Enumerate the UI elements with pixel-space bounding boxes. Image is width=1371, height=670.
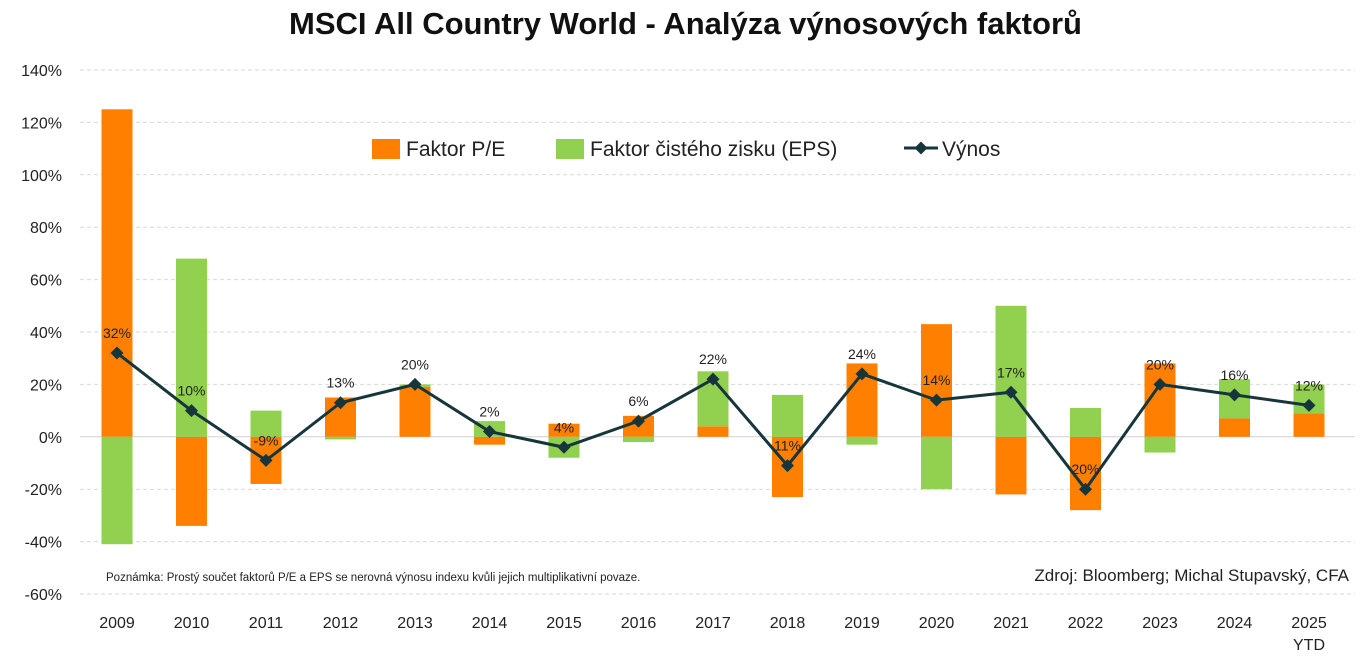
source-note: Zdroj: Bloomberg; Michal Stupavský, CFA [1034,566,1349,585]
return-marker [408,377,422,391]
return-marker [632,414,645,428]
x-axis-ticks: 2009 2010 2011 2012 2013 2014 2015 2016 2017 2018… [99,615,1327,654]
bar-pe-factor [548,423,580,437]
return-data-label: 6% [628,393,648,409]
return-marker [1079,482,1092,496]
x-tick-label: 2020 [919,615,955,632]
return-data-label: 10% [177,383,205,399]
x-tick-label: 2021 [993,615,1029,632]
bar-pe-factor [995,436,1027,495]
return-marker [259,453,273,467]
y-tick-label: 120% [21,115,62,132]
return-marker [930,393,943,407]
return-marker [110,346,124,360]
footnote: Poznámka: Prostý součet faktorů P/E a EP… [106,572,640,584]
y-tick-label: 40% [30,325,62,342]
bar-eps-factor [101,436,133,545]
y-axis-ticks: 140% 120% 100% 80% 60% 40% 20% 0% -20% -40% -60% [21,63,62,604]
x-tick-label: 2015 [546,615,582,632]
y-tick-label: -60% [25,587,62,604]
return-data-label: 20% [1146,356,1174,372]
chart-title: MSCI All Country World - Analýza výnosov… [289,6,1082,41]
return-data-label: 12% [1295,377,1323,393]
y-tick-label: -40% [25,535,62,552]
bars [101,109,1325,545]
return-data-label: 17% [997,364,1025,380]
return-data-label: 32% [103,325,131,341]
legend-label: Faktor P/E [406,138,505,161]
x-tick-label: 2025 [1291,615,1327,632]
return-marker [706,372,720,386]
return-data-label: 11% [774,438,801,454]
legend: Faktor P/E Faktor čistého zisku (EPS) Výno… [372,138,1000,161]
x-tick-label: 2014 [472,615,508,632]
y-tick-label: 60% [30,273,62,290]
return-marker [1153,377,1167,391]
bar-pe-factor [101,109,133,437]
x-tick-label: 2019 [844,615,880,632]
return-marker [557,440,571,454]
bar-eps-factor [250,410,282,437]
x-tick-label: 2022 [1068,615,1104,632]
bar-pe-factor [1219,418,1250,437]
bar-pe-factor [921,324,952,437]
return-line [110,346,1316,496]
x-tick-label: 2013 [397,615,433,632]
bar-eps-factor [623,436,654,443]
bar-eps-factor [1070,407,1101,437]
return-marker [1004,385,1018,399]
x-tick-label: YTD [1293,637,1325,654]
bar-pe-factor [1293,413,1325,437]
return-data-label: 22% [699,351,727,367]
legend-marker [914,141,928,155]
bar-eps-factor [921,436,952,490]
legend-label: Výnos [942,138,1000,161]
bar-eps-factor [846,436,878,445]
return-data-label: 20% [1071,461,1099,477]
x-tick-label: 2010 [174,615,210,632]
x-tick-label: 2016 [621,615,657,632]
return-data-label: 14% [922,372,950,388]
x-tick-label: 2017 [695,615,731,632]
return-data-label: 13% [326,375,354,391]
y-tick-label: 80% [30,220,62,237]
legend-label: Faktor čistého zisku (EPS) [590,138,837,161]
return-marker [1302,398,1316,412]
y-tick-label: 0% [39,430,62,447]
x-tick-label: 2023 [1142,615,1178,632]
bar-pe-factor [399,387,431,437]
x-tick-label: 2011 [249,615,284,632]
return-marker [781,459,794,473]
bar-pe-factor [176,436,207,526]
data-labels: 32% 10% -9% 13% 20% 2% 4% 6% 22% 11% 24% 14% 17% 20% 2… [103,325,1323,477]
x-tick-label: 2024 [1217,615,1253,632]
return-data-label: 20% [401,356,429,372]
y-tick-label: 100% [21,168,62,185]
return-marker [1228,388,1241,402]
y-tick-label: 20% [30,377,62,394]
return-data-label: 2% [479,404,499,420]
y-tick-label: 140% [21,63,62,80]
return-marker [185,404,198,418]
bar-eps-factor [325,436,356,440]
x-tick-label: 2018 [770,615,806,632]
bar-eps-factor [1144,436,1176,453]
return-marker [855,367,869,381]
return-marker [334,396,347,410]
return-data-label: -9% [254,432,279,448]
bar-eps-factor [995,305,1027,437]
bar-eps-factor [772,394,803,437]
return-data-label: 24% [848,346,876,362]
return-data-label: 4% [554,419,574,435]
bar-pe-factor [474,436,505,445]
return-marker [483,425,496,439]
x-tick-label: 2009 [99,615,135,632]
x-tick-label: 2012 [323,615,359,632]
y-tick-label: -20% [25,482,62,499]
legend-swatch [556,139,584,159]
bar-pe-factor [697,426,729,437]
legend-swatch [372,139,400,159]
return-data-label: 16% [1220,367,1248,383]
